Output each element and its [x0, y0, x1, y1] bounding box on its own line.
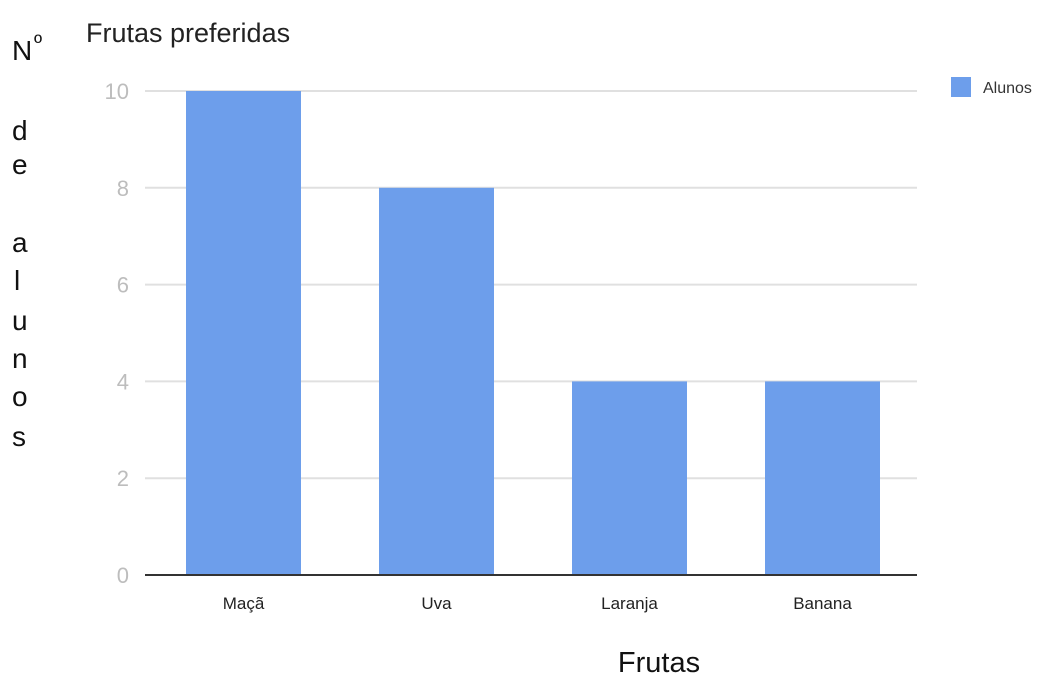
legend: Alunos [951, 77, 1032, 97]
legend-swatch [951, 77, 971, 97]
y-axis-label-glyph: o [12, 381, 28, 412]
x-tick-label: Uva [421, 594, 452, 613]
x-tick-label: Laranja [601, 594, 658, 613]
legend-label: Alunos [983, 80, 1032, 97]
y-axis-label-glyph: d [12, 115, 28, 146]
x-axis-label: Frutas [618, 647, 700, 675]
y-tick-label: 2 [117, 466, 129, 491]
y-axis-label: N º d e a l u n o s [12, 30, 42, 452]
y-tick-label: 6 [117, 273, 129, 298]
bar [186, 91, 301, 575]
chart-title: Frutas preferidas [86, 18, 290, 48]
x-axis-ticks: Maçã Uva Laranja Banana [223, 594, 853, 613]
y-tick-label: 8 [117, 176, 129, 201]
y-axis-label-glyph: l [14, 265, 20, 296]
y-axis-ticks: 0 2 4 6 8 10 [105, 79, 129, 588]
bars [186, 91, 880, 576]
y-tick-label: 10 [105, 79, 129, 104]
y-axis-label-glyph: º [34, 30, 42, 55]
y-tick-label: 0 [117, 563, 129, 588]
x-tick-label: Banana [793, 594, 852, 613]
y-axis-label-glyph: u [12, 305, 28, 336]
y-axis-label-glyph: s [12, 421, 26, 452]
x-tick-label: Maçã [223, 594, 265, 613]
bar [379, 187, 494, 576]
y-axis-label-glyph: N [12, 35, 32, 66]
y-tick-label: 4 [117, 369, 129, 394]
bar [765, 381, 880, 575]
y-axis-label-glyph: n [12, 343, 28, 374]
y-axis-label-glyph: e [12, 149, 28, 180]
bar [572, 381, 687, 575]
y-axis-label-glyph: a [12, 227, 28, 258]
